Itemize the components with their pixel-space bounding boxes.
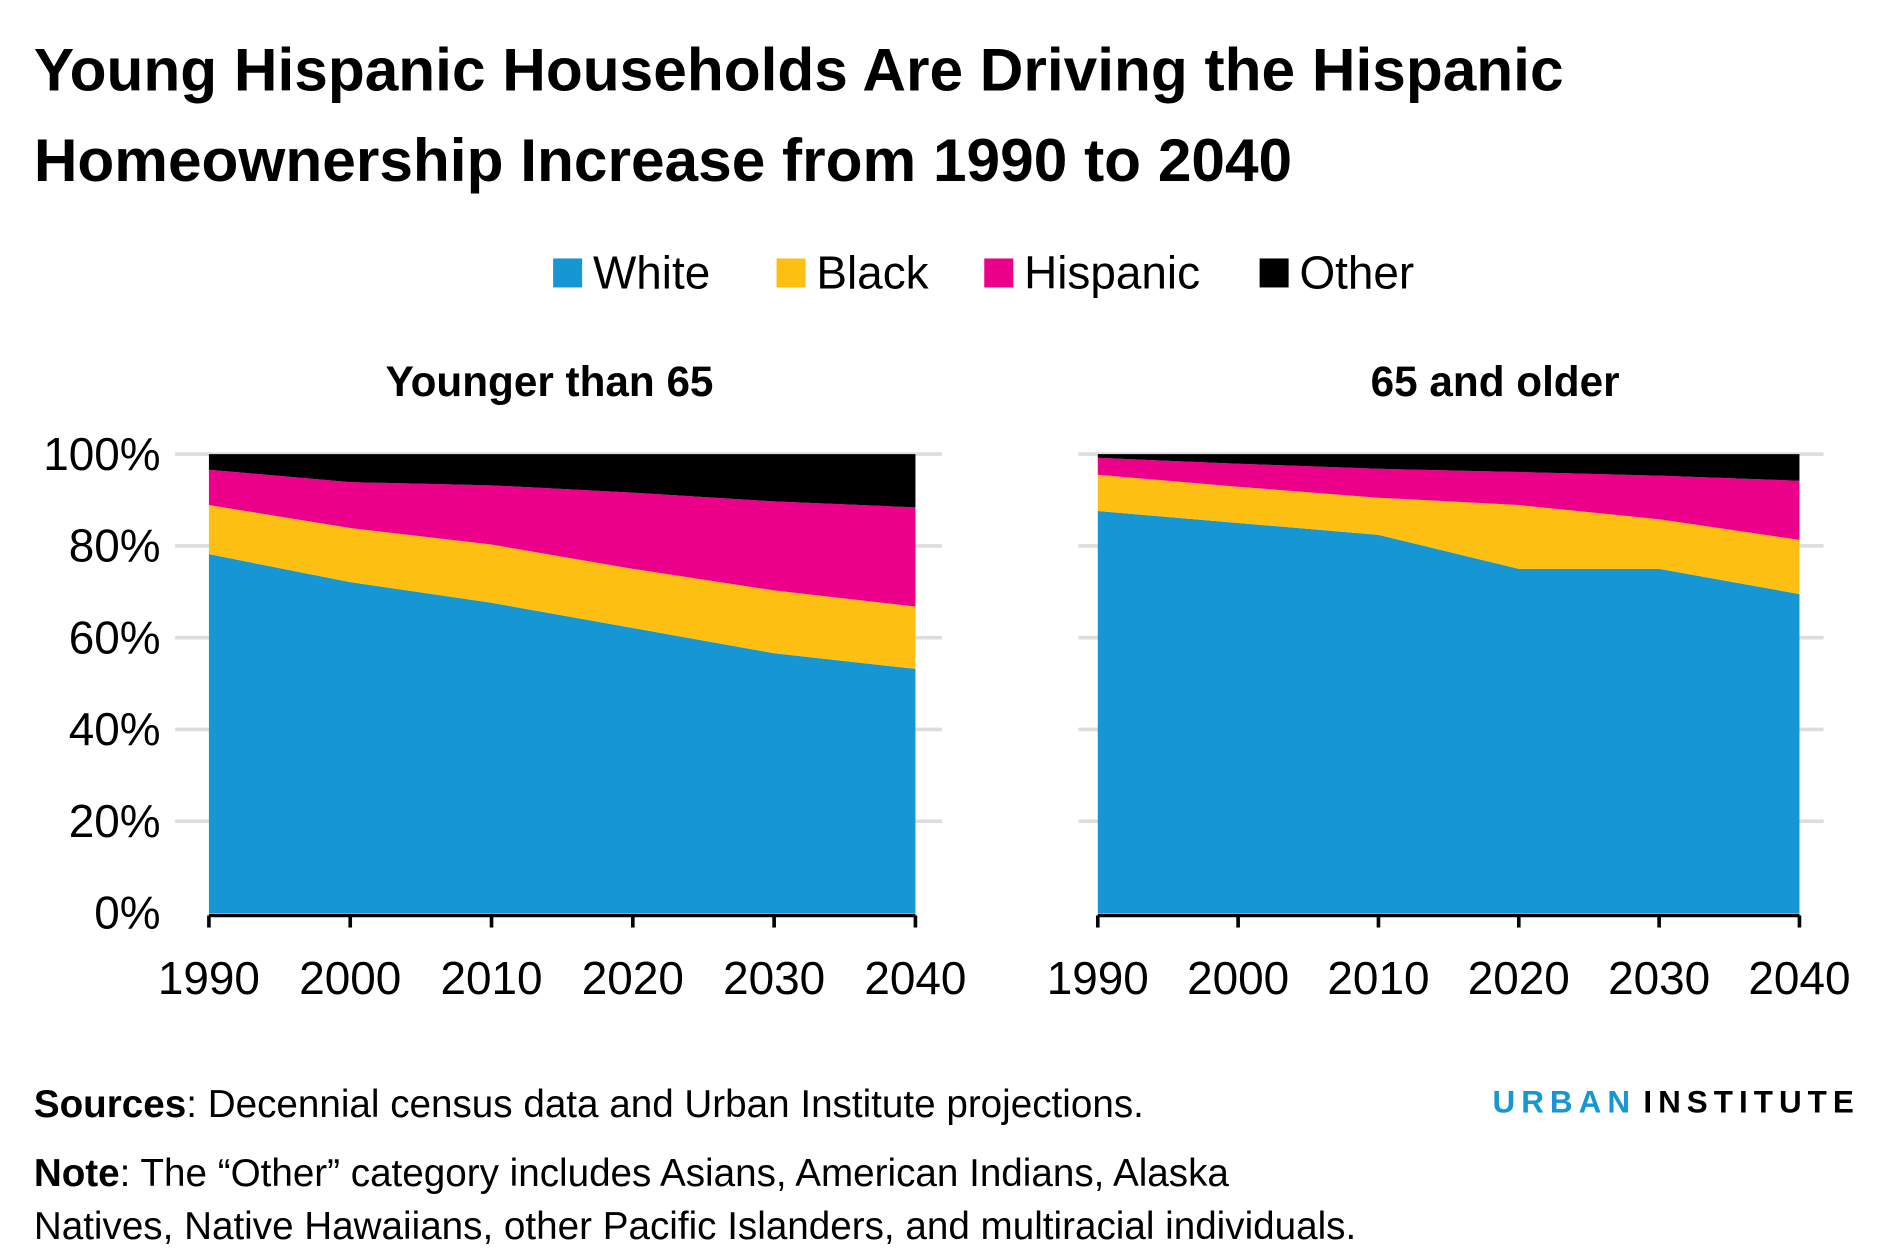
- panel-title: Younger than 65: [386, 358, 714, 405]
- legend: White Black Hispanic Other: [553, 247, 1414, 299]
- panel-1: Younger than 65 0% 20% 40% 60% 80% 100% 1990 200…: [43, 358, 966, 1004]
- chart-title-line-2: Homeownership Increase from 1990 to 2040: [34, 126, 1292, 194]
- x-tick-label: 2020: [582, 952, 684, 1004]
- legend-swatch-white: [553, 258, 583, 288]
- y-tick-label: 20%: [69, 795, 161, 847]
- sources-note: Sources: Decennial census data and Urban…: [34, 1083, 1144, 1126]
- legend-swatch-other: [1259, 258, 1289, 288]
- area-black: [1097, 474, 1800, 595]
- x-tick-label: 2040: [864, 952, 966, 1004]
- logo-institute: INSTITUTE: [1643, 1084, 1860, 1119]
- sources-text: : Decennial census data and Urban Instit…: [186, 1083, 1144, 1126]
- note-text-2: Natives, Native Hawaiians, other Pacific…: [34, 1205, 1356, 1248]
- legend-label-black: Black: [816, 247, 928, 299]
- y-tick-label: 100%: [43, 428, 160, 480]
- logo-urban: URBAN: [1493, 1084, 1637, 1119]
- y-tick-label: 0%: [94, 887, 160, 939]
- legend-swatch-black: [776, 258, 806, 288]
- x-tick-label: 1990: [158, 952, 260, 1004]
- x-tick-label: 2000: [299, 952, 401, 1004]
- legend-label-hispanic: Hispanic: [1024, 247, 1200, 299]
- y-tick-label: 60%: [69, 611, 161, 663]
- sources-label: Sources: [34, 1083, 186, 1126]
- legend-label-other: Other: [1299, 247, 1414, 299]
- y-tick-label: 80%: [69, 520, 161, 572]
- x-tick-label: 2040: [1748, 952, 1850, 1004]
- note-text-1: : The “Other” category includes Asians, …: [120, 1152, 1230, 1195]
- panel-2: 65 and older 1990 2000 2010 2020 2030 2040: [1047, 358, 1851, 1004]
- area-other: [208, 454, 916, 508]
- x-tick-label: 2000: [1187, 952, 1289, 1004]
- x-tick-label: 2010: [1327, 952, 1429, 1004]
- chart-title-line-1: Young Hispanic Households Are Driving th…: [34, 36, 1564, 104]
- urban-institute-logo: URBAN INSTITUTE: [1493, 1084, 1860, 1119]
- area-white: [208, 554, 916, 914]
- area-other: [1097, 454, 1800, 481]
- note: Note: The “Other” category includes Asia…: [34, 1152, 1230, 1195]
- x-tick-label: 2020: [1468, 952, 1570, 1004]
- area-hispanic: [208, 469, 916, 607]
- panel-title: 65 and older: [1371, 358, 1620, 405]
- area-black: [208, 505, 916, 669]
- legend-label-white: White: [593, 247, 710, 299]
- x-tick-label: 2010: [440, 952, 542, 1004]
- y-tick-label: 40%: [69, 703, 161, 755]
- x-tick-label: 2030: [723, 952, 825, 1004]
- x-tick-label: 2030: [1608, 952, 1710, 1004]
- area-white: [1097, 511, 1800, 914]
- area-hispanic: [1097, 457, 1800, 540]
- note-label: Note: [34, 1152, 120, 1195]
- x-tick-label: 1990: [1047, 952, 1149, 1004]
- legend-swatch-hispanic: [984, 258, 1014, 288]
